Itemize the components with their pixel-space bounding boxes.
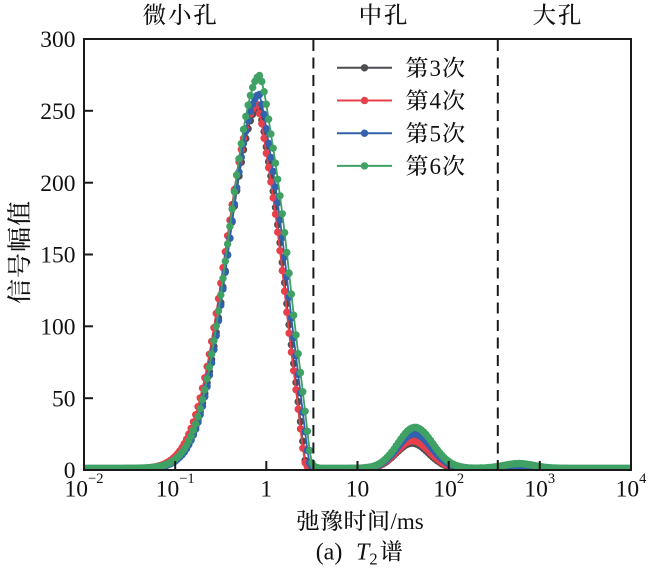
svg-text:3: 3 <box>430 56 442 81</box>
svg-text:/ms: /ms <box>391 509 424 534</box>
svg-text:100: 100 <box>40 315 75 341</box>
svg-text:150: 150 <box>40 243 75 269</box>
svg-text:300: 300 <box>40 27 75 53</box>
svg-text:6: 6 <box>430 154 442 179</box>
svg-text:5: 5 <box>430 121 442 146</box>
svg-text:200: 200 <box>40 171 75 197</box>
svg-text:4: 4 <box>430 89 442 114</box>
svg-text:1: 1 <box>260 477 272 503</box>
svg-text:10: 10 <box>346 477 370 503</box>
svg-text:10−2: 10−2 <box>65 471 104 503</box>
svg-text:250: 250 <box>40 99 75 125</box>
svg-text:0: 0 <box>64 458 76 484</box>
svg-text:50: 50 <box>52 386 76 412</box>
